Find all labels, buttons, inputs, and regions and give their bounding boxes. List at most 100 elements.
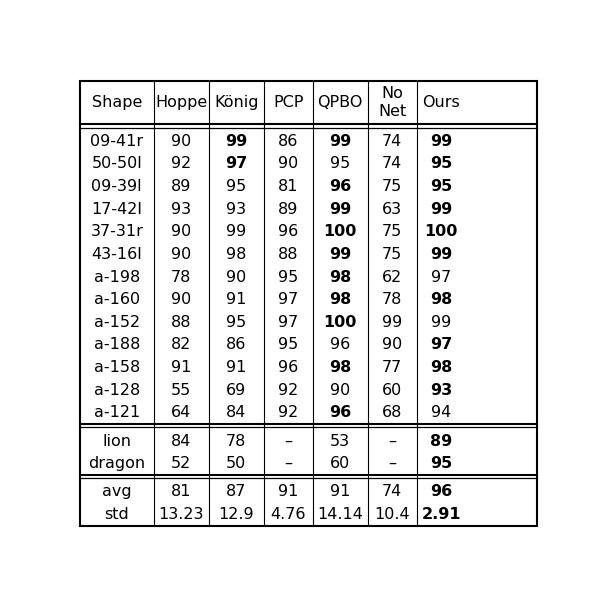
Text: 74: 74 xyxy=(382,485,402,499)
Text: 99: 99 xyxy=(430,134,452,149)
Text: König: König xyxy=(214,95,258,110)
Text: 75: 75 xyxy=(382,224,402,239)
Text: 91: 91 xyxy=(226,360,246,375)
Text: 90: 90 xyxy=(171,292,191,307)
Text: 86: 86 xyxy=(278,134,299,149)
Text: 12.9: 12.9 xyxy=(219,507,254,522)
Text: 95: 95 xyxy=(430,157,452,171)
Text: 43-16l: 43-16l xyxy=(92,247,142,262)
Text: 10.4: 10.4 xyxy=(374,507,410,522)
Text: 98: 98 xyxy=(329,269,352,285)
Text: dragon: dragon xyxy=(88,456,145,471)
Text: 97: 97 xyxy=(278,292,299,307)
Text: 68: 68 xyxy=(382,405,403,420)
Text: –: – xyxy=(284,456,292,471)
Text: 88: 88 xyxy=(278,247,299,262)
Text: 97: 97 xyxy=(431,269,452,285)
Text: 91: 91 xyxy=(330,485,350,499)
Text: 92: 92 xyxy=(278,405,299,420)
Text: 92: 92 xyxy=(171,157,191,171)
Text: 81: 81 xyxy=(278,179,299,194)
Text: 09-41r: 09-41r xyxy=(90,134,143,149)
Text: 97: 97 xyxy=(430,337,452,353)
Text: 96: 96 xyxy=(329,179,352,194)
Text: 95: 95 xyxy=(226,315,246,330)
Text: 99: 99 xyxy=(329,134,352,149)
Text: 90: 90 xyxy=(330,382,350,398)
Text: a-128: a-128 xyxy=(94,382,140,398)
Text: 4.76: 4.76 xyxy=(270,507,306,522)
Text: 50-50l: 50-50l xyxy=(92,157,142,171)
Text: 94: 94 xyxy=(431,405,452,420)
Text: 2.91: 2.91 xyxy=(421,507,461,522)
Text: 86: 86 xyxy=(226,337,246,353)
Text: a-160: a-160 xyxy=(94,292,140,307)
Text: 95: 95 xyxy=(278,269,299,285)
Text: 97: 97 xyxy=(278,315,299,330)
Text: avg: avg xyxy=(102,485,132,499)
Text: 87: 87 xyxy=(226,485,246,499)
Text: 74: 74 xyxy=(382,134,402,149)
Text: 95: 95 xyxy=(278,337,299,353)
Text: 95: 95 xyxy=(430,456,452,471)
Text: 90: 90 xyxy=(226,269,246,285)
Text: 78: 78 xyxy=(382,292,403,307)
Text: 75: 75 xyxy=(382,247,402,262)
Text: 100: 100 xyxy=(323,224,357,239)
Text: –: – xyxy=(388,456,396,471)
Text: Hoppe: Hoppe xyxy=(155,95,207,110)
Text: 96: 96 xyxy=(278,360,299,375)
Text: 90: 90 xyxy=(278,157,299,171)
Text: 78: 78 xyxy=(171,269,191,285)
Text: Ours: Ours xyxy=(423,95,460,110)
Text: 99: 99 xyxy=(329,202,352,217)
Text: 99: 99 xyxy=(430,247,452,262)
Text: 50: 50 xyxy=(226,456,246,471)
Text: 97: 97 xyxy=(225,157,247,171)
Text: 62: 62 xyxy=(382,269,402,285)
Text: 100: 100 xyxy=(323,315,357,330)
Text: 74: 74 xyxy=(382,157,402,171)
Text: 60: 60 xyxy=(330,456,350,471)
Text: 84: 84 xyxy=(226,405,246,420)
Text: 91: 91 xyxy=(278,485,299,499)
Text: 99: 99 xyxy=(329,247,352,262)
Text: a-188: a-188 xyxy=(93,337,140,353)
Text: a-121: a-121 xyxy=(94,405,140,420)
Text: 75: 75 xyxy=(382,179,402,194)
Text: 96: 96 xyxy=(329,405,352,420)
Text: 96: 96 xyxy=(430,485,452,499)
Text: 98: 98 xyxy=(430,360,452,375)
Text: 55: 55 xyxy=(171,382,191,398)
Text: 99: 99 xyxy=(225,134,247,149)
Text: 37-31r: 37-31r xyxy=(90,224,143,239)
Text: a-152: a-152 xyxy=(94,315,140,330)
Text: 99: 99 xyxy=(430,202,452,217)
Text: 90: 90 xyxy=(382,337,402,353)
Text: 64: 64 xyxy=(171,405,191,420)
Text: 93: 93 xyxy=(430,382,452,398)
Text: 95: 95 xyxy=(226,179,246,194)
Text: 98: 98 xyxy=(329,360,352,375)
Text: 91: 91 xyxy=(171,360,191,375)
Text: std: std xyxy=(104,507,129,522)
Text: 13.23: 13.23 xyxy=(158,507,204,522)
Text: 78: 78 xyxy=(226,433,246,449)
Text: No
Net: No Net xyxy=(378,86,406,119)
Text: 17-42l: 17-42l xyxy=(92,202,142,217)
Text: 98: 98 xyxy=(329,292,352,307)
Text: 52: 52 xyxy=(171,456,191,471)
Text: 99: 99 xyxy=(431,315,452,330)
Text: 60: 60 xyxy=(382,382,402,398)
Text: 96: 96 xyxy=(278,224,299,239)
Text: 95: 95 xyxy=(430,179,452,194)
Text: 91: 91 xyxy=(226,292,246,307)
Text: 98: 98 xyxy=(430,292,452,307)
Text: 69: 69 xyxy=(226,382,246,398)
Text: 96: 96 xyxy=(330,337,350,353)
Text: 95: 95 xyxy=(330,157,350,171)
Text: 100: 100 xyxy=(424,224,458,239)
Text: 88: 88 xyxy=(171,315,191,330)
Text: 09-39l: 09-39l xyxy=(92,179,142,194)
Text: a-158: a-158 xyxy=(94,360,140,375)
